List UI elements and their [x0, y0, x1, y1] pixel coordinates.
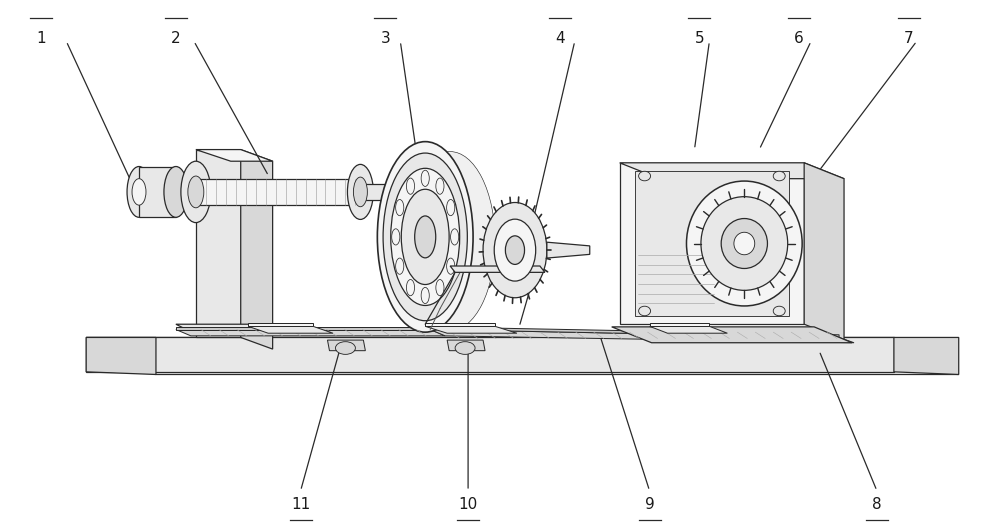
- Ellipse shape: [436, 279, 444, 296]
- Ellipse shape: [405, 152, 495, 331]
- Ellipse shape: [701, 197, 788, 290]
- Polygon shape: [360, 184, 420, 200]
- Polygon shape: [176, 327, 430, 329]
- Polygon shape: [450, 266, 545, 272]
- Ellipse shape: [505, 236, 525, 264]
- Polygon shape: [241, 149, 273, 349]
- Ellipse shape: [773, 171, 785, 181]
- Polygon shape: [139, 167, 176, 217]
- Ellipse shape: [383, 153, 467, 321]
- Text: 6: 6: [794, 31, 804, 46]
- Polygon shape: [650, 326, 727, 333]
- Ellipse shape: [377, 142, 473, 332]
- Ellipse shape: [421, 287, 429, 304]
- Text: 5: 5: [695, 31, 704, 46]
- Text: 8: 8: [872, 497, 882, 512]
- Ellipse shape: [132, 179, 146, 205]
- Polygon shape: [547, 242, 590, 258]
- Text: 4: 4: [555, 31, 565, 46]
- Polygon shape: [894, 337, 959, 375]
- Ellipse shape: [127, 167, 151, 217]
- Ellipse shape: [436, 178, 444, 194]
- Polygon shape: [650, 323, 709, 326]
- Polygon shape: [248, 323, 313, 326]
- Ellipse shape: [447, 200, 455, 215]
- Ellipse shape: [415, 216, 436, 258]
- Ellipse shape: [391, 168, 460, 305]
- Polygon shape: [196, 179, 360, 205]
- Ellipse shape: [164, 167, 188, 217]
- Polygon shape: [447, 340, 485, 351]
- Ellipse shape: [347, 164, 373, 219]
- Ellipse shape: [421, 170, 429, 186]
- Ellipse shape: [406, 178, 415, 194]
- Ellipse shape: [455, 342, 475, 354]
- Text: 1: 1: [36, 31, 46, 46]
- Text: 10: 10: [458, 497, 478, 512]
- Ellipse shape: [181, 161, 211, 222]
- Text: 2: 2: [171, 31, 181, 46]
- Ellipse shape: [353, 177, 367, 207]
- Polygon shape: [327, 340, 365, 351]
- Ellipse shape: [188, 176, 204, 208]
- Polygon shape: [635, 171, 789, 317]
- Polygon shape: [430, 329, 854, 343]
- Polygon shape: [196, 149, 241, 337]
- Polygon shape: [196, 149, 273, 161]
- Polygon shape: [612, 327, 852, 343]
- Ellipse shape: [639, 171, 651, 181]
- Polygon shape: [620, 163, 804, 324]
- Text: 3: 3: [380, 31, 390, 46]
- Polygon shape: [86, 337, 894, 372]
- Ellipse shape: [392, 229, 400, 245]
- Ellipse shape: [686, 181, 802, 306]
- Ellipse shape: [721, 219, 767, 269]
- Text: 9: 9: [645, 497, 654, 512]
- Ellipse shape: [483, 203, 547, 298]
- Ellipse shape: [396, 258, 404, 275]
- Polygon shape: [430, 327, 839, 337]
- Polygon shape: [86, 337, 959, 375]
- Ellipse shape: [396, 200, 404, 215]
- Text: 7: 7: [904, 31, 914, 46]
- Polygon shape: [86, 337, 156, 375]
- Polygon shape: [176, 324, 311, 335]
- Ellipse shape: [494, 219, 536, 281]
- Ellipse shape: [406, 279, 415, 296]
- Ellipse shape: [451, 229, 459, 245]
- Polygon shape: [248, 326, 333, 333]
- Polygon shape: [620, 163, 844, 179]
- Polygon shape: [425, 323, 495, 326]
- Text: 11: 11: [291, 497, 310, 512]
- Ellipse shape: [734, 232, 755, 255]
- Polygon shape: [425, 326, 517, 333]
- Polygon shape: [176, 329, 445, 336]
- Ellipse shape: [401, 189, 449, 285]
- Ellipse shape: [639, 306, 651, 316]
- Ellipse shape: [335, 342, 355, 354]
- Ellipse shape: [447, 258, 455, 275]
- Polygon shape: [804, 163, 844, 340]
- Ellipse shape: [773, 306, 785, 316]
